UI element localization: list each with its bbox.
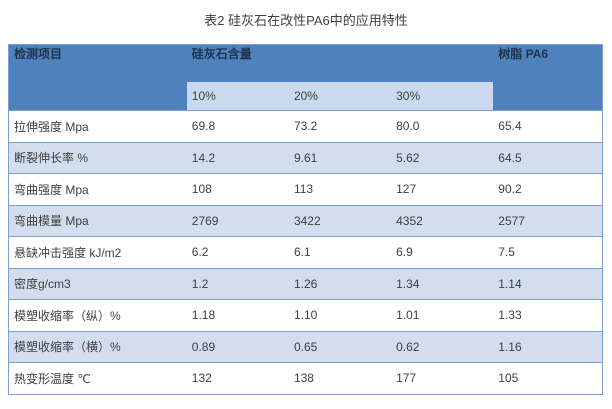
value-cell: 113 <box>288 173 392 205</box>
value-cell: 6.9 <box>391 236 494 268</box>
row-label-cell: 弯曲模量 Mpa <box>8 204 187 237</box>
value-cell: 1.16 <box>493 330 603 363</box>
header-row: 检测项目 硅灰石含量 树脂 PA6 <box>8 44 603 111</box>
table-row: 热变形温度 ℃ 132 138 177 105 <box>8 362 603 394</box>
value-cell: 105 <box>493 362 603 394</box>
value-cell: 2769 <box>186 204 289 237</box>
header-cell-content-group: 硅灰石含量 <box>186 44 494 82</box>
subheader-cell-20: 20% <box>288 81 392 111</box>
table-row: 弯曲模量 Mpa 2769 3422 4352 2577 <box>8 204 603 237</box>
page-title: 表2 硅灰石在改性PA6中的应用特性 <box>204 13 408 28</box>
value-cell: 127 <box>391 173 494 205</box>
data-table: 检测项目 硅灰石含量 树脂 PA6 10% 20% 30% 拉伸强度 Mpa 6… <box>8 44 603 395</box>
value-cell: 69.8 <box>186 110 289 142</box>
table-row: 模塑收缩率（纵）% 1.18 1.10 1.01 1.33 <box>8 299 603 331</box>
value-cell: 138 <box>288 362 392 394</box>
value-cell: 1.14 <box>493 267 603 300</box>
value-cell: 1.33 <box>493 299 603 331</box>
table-row: 密度g/cm3 1.2 1.26 1.34 1.14 <box>8 267 603 300</box>
value-cell: 0.65 <box>288 330 392 363</box>
value-cell: 132 <box>186 362 289 394</box>
value-cell: 9.61 <box>288 141 392 174</box>
value-cell: 177 <box>391 362 494 394</box>
value-cell: 0.62 <box>391 330 494 363</box>
table-row: 拉伸强度 Mpa 69.8 73.2 80.0 65.4 <box>8 110 603 142</box>
subheader-cell-10: 10% <box>186 81 289 111</box>
value-cell: 80.0 <box>391 110 494 142</box>
row-label-cell: 弯曲强度 Mpa <box>8 173 187 205</box>
value-cell: 65.4 <box>493 110 603 142</box>
value-cell: 1.01 <box>391 299 494 331</box>
value-cell: 64.5 <box>493 141 603 174</box>
value-cell: 6.1 <box>288 236 392 268</box>
value-cell: 1.26 <box>288 267 392 300</box>
value-cell: 1.18 <box>186 299 289 331</box>
table-body: 拉伸强度 Mpa 69.8 73.2 80.0 65.4 断裂伸长率 % 14.… <box>8 110 603 394</box>
table-row: 悬缺冲击强度 kJ/m2 6.2 6.1 6.9 7.5 <box>8 236 603 268</box>
row-label-cell: 拉伸强度 Mpa <box>8 110 187 142</box>
row-label-cell: 悬缺冲击强度 kJ/m2 <box>8 236 187 268</box>
value-cell: 4352 <box>391 204 494 237</box>
value-cell: 90.2 <box>493 173 603 205</box>
value-cell: 1.34 <box>391 267 494 300</box>
value-cell: 0.89 <box>186 330 289 363</box>
subheader-row: 10% 20% 30% <box>9 81 603 111</box>
subheader-cell-30: 30% <box>391 81 494 111</box>
value-cell: 2577 <box>493 204 603 237</box>
value-cell: 1.2 <box>186 267 289 300</box>
row-label-cell: 断裂伸长率 % <box>8 141 187 174</box>
value-cell: 3422 <box>288 204 392 237</box>
value-cell: 6.2 <box>186 236 289 268</box>
row-label-cell: 模塑收缩率（横）% <box>8 330 187 363</box>
value-cell: 73.2 <box>288 110 392 142</box>
header-cell-resin: 树脂 PA6 <box>493 44 603 111</box>
table-header: 检测项目 硅灰石含量 树脂 PA6 10% 20% 30% <box>8 44 603 111</box>
value-cell: 108 <box>186 173 289 205</box>
row-label-cell: 密度g/cm3 <box>8 267 187 300</box>
value-cell: 1.10 <box>288 299 392 331</box>
table-row: 模塑收缩率（横）% 0.89 0.65 0.62 1.16 <box>8 330 603 363</box>
row-label-cell: 模塑收缩率（纵）% <box>8 299 187 331</box>
table-row: 弯曲强度 Mpa 108 113 127 90.2 <box>8 173 603 205</box>
value-cell: 14.2 <box>186 141 289 174</box>
table-row: 断裂伸长率 % 14.2 9.61 5.62 64.5 <box>8 141 603 174</box>
header-cell-item: 检测项目 <box>8 44 187 111</box>
row-label-cell: 热变形温度 ℃ <box>8 362 187 394</box>
value-cell: 7.5 <box>493 236 603 268</box>
value-cell: 5.62 <box>391 141 494 174</box>
